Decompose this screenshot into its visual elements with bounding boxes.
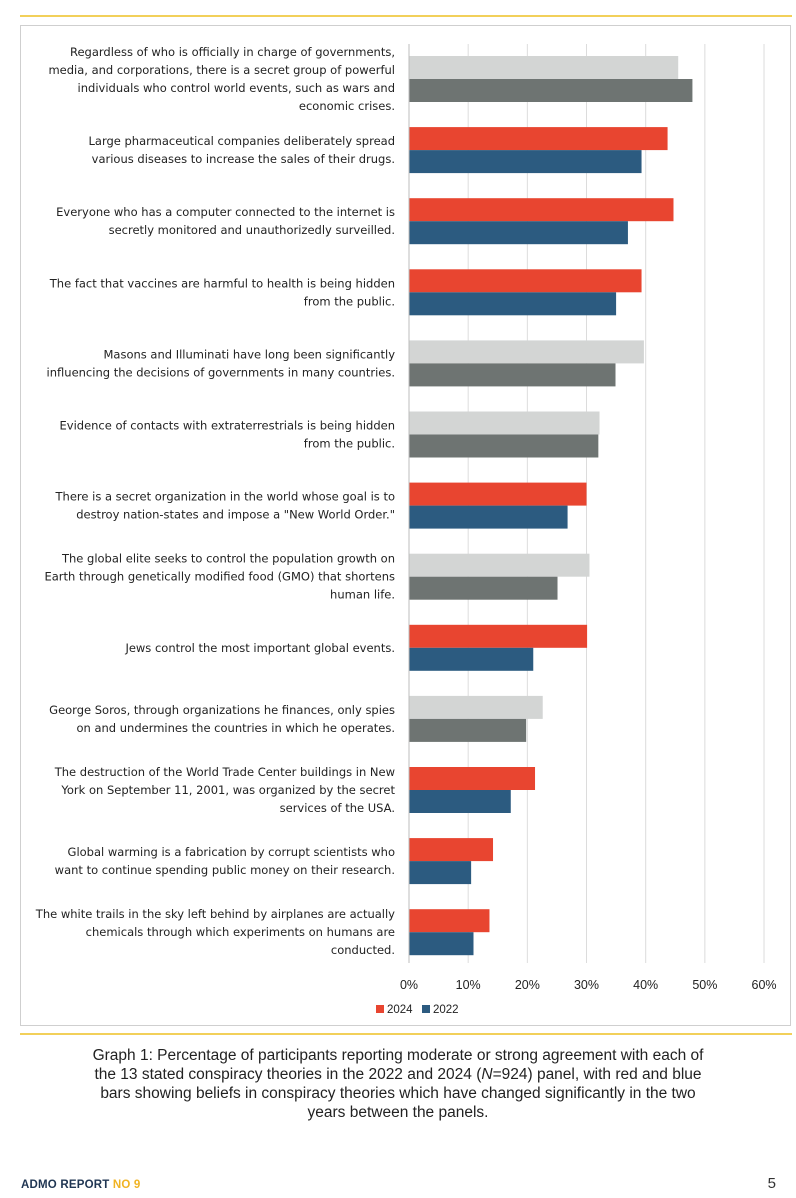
bar-2022: [409, 79, 693, 102]
page-number: 5: [767, 1175, 776, 1192]
bar-2022: [409, 647, 534, 671]
legend-label: 2022: [433, 1004, 459, 1016]
category-label: There is a secret organization in the wo…: [55, 490, 395, 522]
category-label: Masons and Illuminati have long been sig…: [47, 347, 396, 379]
caption-n-symbol: N: [481, 1066, 493, 1083]
category-label: George Soros, through organizations he f…: [49, 703, 395, 735]
bar-2024: [409, 198, 674, 222]
bar-2022: [409, 434, 599, 458]
category-label: Regardless of who is officially in charg…: [48, 45, 395, 113]
bar-2024: [409, 482, 587, 506]
bar-2022: [409, 576, 558, 600]
caption-text-end: =924) panel, with red and blue bars show…: [100, 1066, 702, 1121]
bar-2024: [409, 838, 494, 862]
bar-2022: [409, 790, 511, 813]
legend-label: 2024: [387, 1004, 413, 1016]
x-tick-label: 20%: [515, 978, 540, 992]
x-tick-label: 40%: [633, 978, 658, 992]
category-label: The fact that vaccines are harmful to he…: [49, 276, 395, 308]
bar-2024: [409, 411, 600, 435]
bar-2022: [409, 718, 527, 742]
footer-report-name: ADMO REPORT: [21, 1179, 110, 1191]
category-label: The white trails in the sky left behind …: [35, 907, 395, 957]
bar-2024: [409, 127, 668, 151]
bar-2022: [409, 150, 642, 174]
category-label: Global warming is a fabrication by corru…: [55, 845, 395, 877]
legend-swatch: [376, 1005, 384, 1013]
bar-2024: [409, 56, 679, 79]
bottom-rule: [20, 1033, 792, 1035]
caption-text-start: Graph 1: Percentage of participants repo…: [92, 1047, 704, 1083]
bar-2024: [409, 695, 543, 719]
bar-2024: [409, 340, 644, 364]
bar-2024: [409, 553, 590, 577]
x-tick-label: 60%: [752, 978, 777, 992]
category-label: The destruction of the World Trade Cente…: [54, 765, 396, 815]
category-label: Evidence of contacts with extraterrestri…: [60, 419, 396, 451]
category-label: Large pharmaceutical companies deliberat…: [89, 134, 396, 166]
x-tick-label: 10%: [456, 978, 481, 992]
footer-issue: NO 9: [112, 1179, 141, 1191]
bar-2022: [409, 505, 568, 529]
legend-swatch: [422, 1005, 430, 1013]
category-label: The global elite seeks to control the po…: [44, 552, 395, 602]
category-label: Jews control the most important global e…: [124, 641, 395, 655]
bar-2024: [409, 767, 536, 790]
x-tick-label: 50%: [692, 978, 717, 992]
bar-2024: [409, 909, 490, 933]
bar-2022: [409, 932, 474, 956]
bar-2024: [409, 624, 588, 648]
footer-brand: ADMO REPORT NO 9: [21, 1179, 141, 1191]
bar-2024: [409, 269, 642, 293]
chart-container: 0% 10% 20% 30% 40% 50% 60% Regardless of who is…: [20, 25, 791, 1026]
bar-chart: 0% 10% 20% 30% 40% 50% 60% Regardless of who is…: [35, 44, 777, 1016]
bar-2022: [409, 221, 628, 245]
category-label: Everyone who has a computer connected to…: [56, 205, 395, 237]
bar-2022: [409, 363, 616, 387]
bar-2022: [409, 292, 617, 316]
x-tick-label: 30%: [574, 978, 599, 992]
top-rule: [20, 15, 792, 17]
x-tick-label: 0%: [400, 978, 418, 992]
bar-2022: [409, 861, 472, 885]
figure-caption: Graph 1: Percentage of participants repo…: [80, 1046, 716, 1122]
